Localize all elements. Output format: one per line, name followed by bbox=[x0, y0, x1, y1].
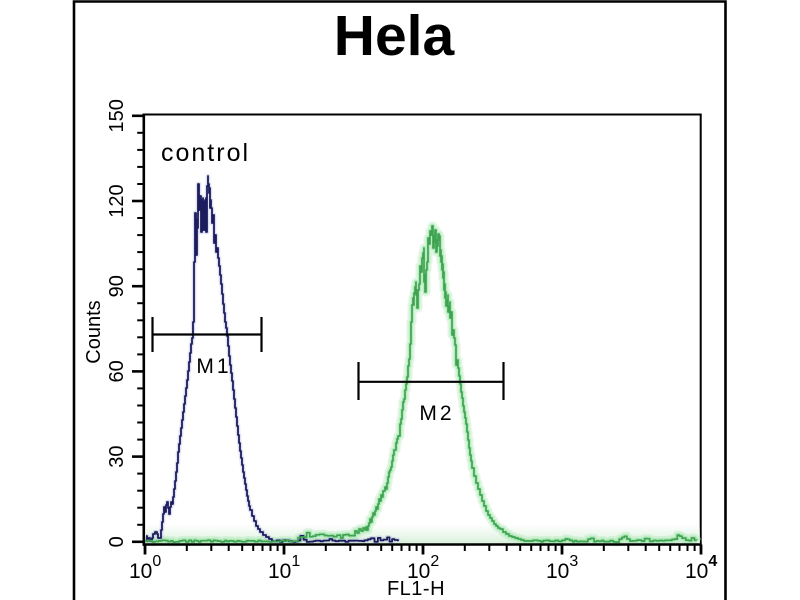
svg-text:FL1-H: FL1-H bbox=[387, 578, 445, 600]
svg-text:control: control bbox=[161, 139, 250, 167]
svg-text:M1: M1 bbox=[196, 355, 231, 378]
svg-text:120: 120 bbox=[106, 184, 128, 217]
svg-text:M2: M2 bbox=[419, 402, 454, 425]
svg-text:90: 90 bbox=[106, 275, 128, 297]
svg-text:Hela: Hela bbox=[334, 4, 456, 68]
svg-text:Counts: Counts bbox=[83, 300, 105, 363]
svg-text:150: 150 bbox=[106, 99, 128, 132]
svg-text:30: 30 bbox=[106, 445, 128, 467]
svg-text:0: 0 bbox=[106, 536, 128, 547]
svg-text:60: 60 bbox=[106, 360, 128, 382]
